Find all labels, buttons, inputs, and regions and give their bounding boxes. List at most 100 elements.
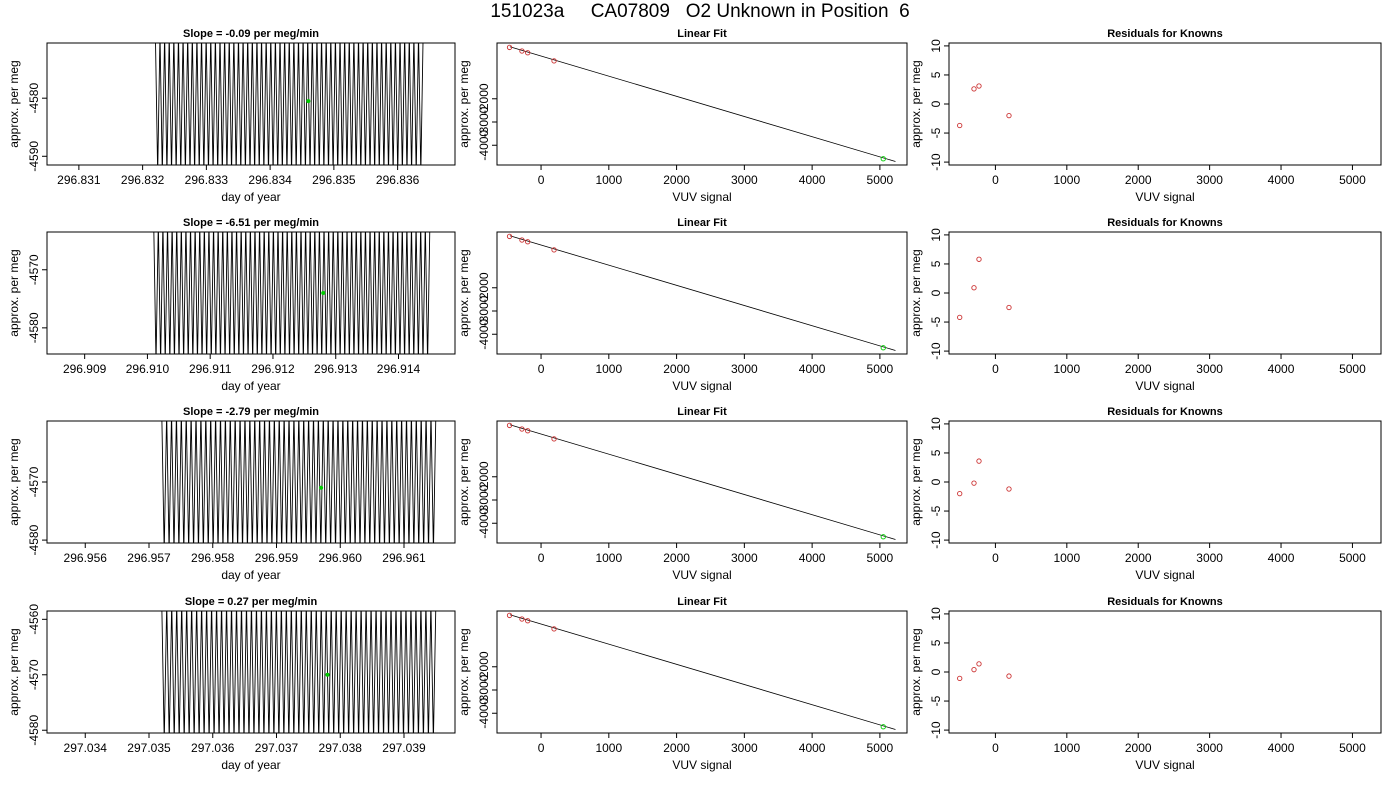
fit-line <box>509 235 896 351</box>
plot-frame <box>948 610 1382 734</box>
data-point <box>957 122 963 129</box>
y-tick-label: -2000 <box>477 272 491 303</box>
x-tick-label: 3000 <box>731 551 758 565</box>
y-axis-label: approx. per meg <box>7 60 21 147</box>
plot-frame <box>496 420 908 544</box>
fit-line <box>509 424 896 540</box>
x-tick-label: 0 <box>992 173 999 187</box>
y-tick-label: -10 <box>929 342 943 360</box>
plot-frame <box>948 420 1382 544</box>
x-tick-label: 296.959 <box>255 551 299 565</box>
x-tick-label: 296.912 <box>251 362 295 376</box>
chart-panel-9: Residuals for Knowns 0 1000 2000 3000 4000 500… <box>909 406 1382 582</box>
data-point <box>971 285 977 291</box>
x-tick-label: 0 <box>538 741 545 755</box>
data-point <box>880 534 886 540</box>
y-tick-label: -5 <box>929 505 943 516</box>
x-tick-label: 3000 <box>1196 551 1223 565</box>
x-axis-label: day of year <box>221 379 280 393</box>
plot-data <box>957 83 1012 129</box>
y-tick-label: -10 <box>929 153 943 171</box>
y-tick-label: -4000 <box>477 508 491 539</box>
y-tick-label: -5 <box>929 695 943 706</box>
x-tick-label: 0 <box>538 362 545 376</box>
y-tick-label: -10 <box>929 721 943 739</box>
y-tick-label: 0 <box>929 668 943 675</box>
x-axis-label: day of year <box>221 568 280 582</box>
y-axis-label: approx. per meg <box>909 438 923 525</box>
x-axis-label: VUV signal <box>1135 758 1194 772</box>
x-tick-label: 296.961 <box>382 551 426 565</box>
y-tick-label: 10 <box>929 417 943 431</box>
x-tick-label: 3000 <box>731 362 758 376</box>
y-axis-label: approx. per meg <box>909 628 923 715</box>
y-axis-label: approx. per meg <box>7 438 21 525</box>
chart-title: Linear Fit <box>677 217 727 229</box>
plot-data <box>506 612 896 730</box>
chart-title: Residuals for Knowns <box>1107 596 1223 608</box>
data-marker <box>319 485 324 490</box>
y-tick-label: -4570 <box>27 466 41 497</box>
x-tick-label: 3000 <box>1196 741 1223 755</box>
plot-frame <box>46 231 456 355</box>
x-tick-label: 1000 <box>595 362 622 376</box>
chart-title: Slope = -6.51 per meg/min <box>183 217 319 229</box>
chart-panel-8: Linear Fit 0 1000 2000 3000 4000 5000 -2000-300… <box>457 406 908 582</box>
data-point <box>1006 304 1012 311</box>
y-axis-label: approx. per meg <box>7 628 21 715</box>
chart-title: Linear Fit <box>677 406 727 418</box>
y-tick-label: -4000 <box>477 130 491 161</box>
data-point <box>506 422 513 429</box>
y-tick-label: 5 <box>929 260 943 267</box>
x-tick-label: 1000 <box>1053 173 1080 187</box>
x-tick-label: 1000 <box>595 741 622 755</box>
y-tick-label: 5 <box>929 639 943 646</box>
y-tick-label: 10 <box>929 607 943 621</box>
x-axis-label: VUV signal <box>672 379 731 393</box>
x-axis-label: VUV signal <box>672 190 731 204</box>
chart-title: Residuals for Knowns <box>1107 217 1223 229</box>
plot-data <box>957 458 1012 497</box>
x-axis-label: VUV signal <box>672 568 731 582</box>
data-point <box>551 247 557 253</box>
x-tick-label: 5000 <box>867 741 894 755</box>
x-tick-label: 0 <box>538 173 545 187</box>
x-tick-label: 296.960 <box>319 551 363 565</box>
data-point <box>551 58 557 64</box>
x-tick-label: 2000 <box>1125 741 1152 755</box>
fit-line <box>509 46 896 162</box>
data-point <box>1006 673 1012 679</box>
plot-frame <box>496 231 908 355</box>
data-point <box>976 661 982 667</box>
x-tick-label: 1000 <box>595 551 622 565</box>
plot-data <box>957 256 1012 321</box>
plot-data <box>506 233 896 351</box>
x-tick-label: 3000 <box>731 741 758 755</box>
plot-data <box>957 661 1012 682</box>
plot-data <box>153 232 431 354</box>
plot-data <box>155 43 424 165</box>
x-tick-label: 296.833 <box>185 173 229 187</box>
y-tick-label: 5 <box>929 449 943 456</box>
x-tick-label: 3000 <box>731 173 758 187</box>
data-trace <box>155 43 424 165</box>
x-tick-label: 4000 <box>799 551 826 565</box>
data-point <box>525 428 531 434</box>
y-tick-label: -2000 <box>477 651 491 682</box>
chart-panel-6: Residuals for Knowns 0 1000 2000 3000 4000 500… <box>909 217 1382 393</box>
y-tick-label: -5 <box>929 316 943 327</box>
data-point <box>551 626 557 632</box>
x-tick-label: 297.039 <box>382 741 426 755</box>
x-tick-label: 2000 <box>663 551 690 565</box>
plot-data <box>161 611 437 733</box>
x-tick-label: 4000 <box>799 173 826 187</box>
y-tick-label: -4580 <box>27 83 41 114</box>
chart-panel-10: Slope = 0.27 per meg/min 297.034 297.035 29… <box>7 596 456 772</box>
y-axis-label: approx. per meg <box>457 60 471 147</box>
x-tick-label: 2000 <box>663 362 690 376</box>
data-point <box>551 436 557 442</box>
plot-frame <box>46 610 456 734</box>
chart-panel-3: Residuals for Knowns 0 1000 2000 3000 4000 500… <box>909 28 1382 204</box>
data-point <box>525 618 531 624</box>
chart-panel-2: Linear Fit 0 1000 2000 3000 4000 5000 -2000-300… <box>457 28 908 204</box>
